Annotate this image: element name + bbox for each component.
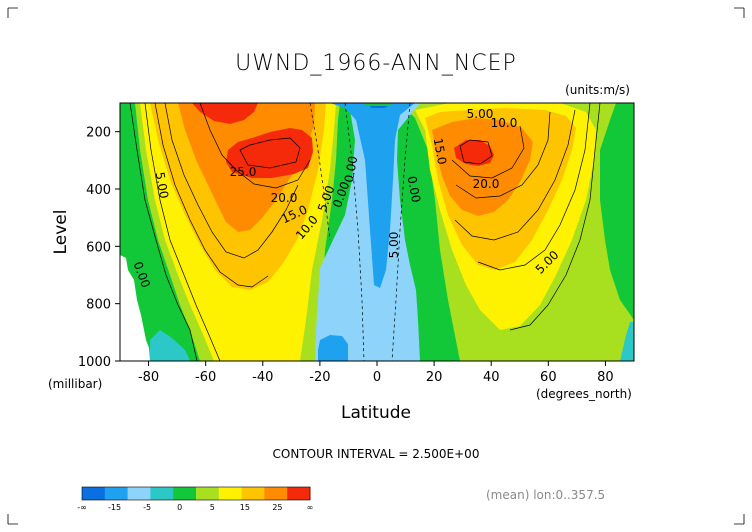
contour-label-5-north-inner: 5.00 xyxy=(467,107,494,121)
plot-area: 25.0 20.0 15.0 10.0 5.00 0.00 5.00 0.00 … xyxy=(120,103,634,361)
colorbar-label: 15 xyxy=(240,503,250,512)
contour-label-10-north: 10.0 xyxy=(491,116,518,130)
band-cyan-north-surface xyxy=(620,322,634,361)
band-red-south-core xyxy=(226,128,313,178)
contour-label-15-north: 15.0 xyxy=(431,137,449,166)
colorbar-swatch xyxy=(173,487,197,500)
contour-interval: CONTOUR INTERVAL = 2.500E+00 xyxy=(273,447,480,461)
contour-label-0-equator-low: 0.00 xyxy=(342,155,360,184)
missing-data-region xyxy=(120,255,150,361)
x-tick-label: -80 xyxy=(138,370,159,385)
y-units: (millibar) xyxy=(48,377,102,391)
y-tick-label: 800 xyxy=(86,298,111,313)
colorbar-swatch xyxy=(82,487,106,500)
colorbar-swatch xyxy=(241,487,265,500)
colorbar-label: -5 xyxy=(143,503,151,512)
colorbar-swatch xyxy=(196,487,220,500)
band-green-top-center xyxy=(362,103,394,106)
band-red-north-core xyxy=(454,140,494,166)
x-units: (degrees_north) xyxy=(536,387,632,401)
colorbar-label: 5 xyxy=(210,503,215,512)
footer-note: (mean) lon:0..357.5 xyxy=(486,488,605,502)
contour-label-20-north: 20.0 xyxy=(473,177,500,191)
y-tick-label: 600 xyxy=(86,240,111,255)
contour-label-5-south-outer: 5.00 xyxy=(153,171,171,200)
x-tick-label: 60 xyxy=(540,370,557,385)
colorbar-label: -15 xyxy=(108,503,121,512)
contour-label-0-north: 0.00 xyxy=(405,175,423,204)
contour-lines xyxy=(129,103,601,361)
x-tick-label: -20 xyxy=(309,370,330,385)
colorbar-label: 0 xyxy=(177,503,182,512)
y-tick-label: 200 xyxy=(86,126,111,141)
x-axis-label: Latitude xyxy=(341,403,411,423)
y-axis-label: Level xyxy=(51,210,71,255)
crop-marks xyxy=(7,7,745,525)
x-tick-label: 20 xyxy=(426,370,443,385)
band-light-blue xyxy=(330,103,415,288)
x-tick-label: -60 xyxy=(195,370,216,385)
x-tick-label: 80 xyxy=(597,370,614,385)
band-light-blue-surface xyxy=(318,335,348,361)
contour-label-25: 25.0 xyxy=(230,165,257,179)
colorbar-swatch xyxy=(264,487,288,500)
band-cyan-south-surface xyxy=(150,330,190,361)
contour-label-5-equator: 5.00 xyxy=(387,232,401,259)
x-axis: -80 -60 -40 -20 0 20 40 60 80 xyxy=(138,361,614,385)
colorbar-swatch xyxy=(218,487,243,500)
colorbar-swatch xyxy=(150,487,174,500)
colorbar-label: ∞ xyxy=(307,503,314,512)
band-red-south-top xyxy=(192,103,258,124)
units-note: (units:m/s) xyxy=(565,83,630,97)
x-tick-label: 0 xyxy=(373,370,381,385)
y-tick-label: 400 xyxy=(86,183,111,198)
colorbar: -∞ -15 -5 0 5 15 25 ∞ xyxy=(77,486,314,512)
y-tick-label: 1000 xyxy=(78,355,111,370)
colorbar-label: 25 xyxy=(272,503,282,512)
colorbar-swatch xyxy=(104,487,129,500)
colorbar-swatch xyxy=(127,487,151,500)
contour-label-20-south: 20.0 xyxy=(271,191,298,205)
colorbar-label: -∞ xyxy=(77,503,87,512)
x-tick-label: 40 xyxy=(483,370,500,385)
colorbar-swatch xyxy=(287,487,311,500)
y-axis: 200 400 600 800 1000 xyxy=(78,126,120,370)
colorbar-frame xyxy=(81,486,311,501)
chart-title: UWND_1966-ANN_NCEP xyxy=(235,51,517,76)
x-tick-label: -40 xyxy=(252,370,273,385)
band-dark-orange-north xyxy=(432,118,533,216)
band-cyan xyxy=(315,103,420,361)
